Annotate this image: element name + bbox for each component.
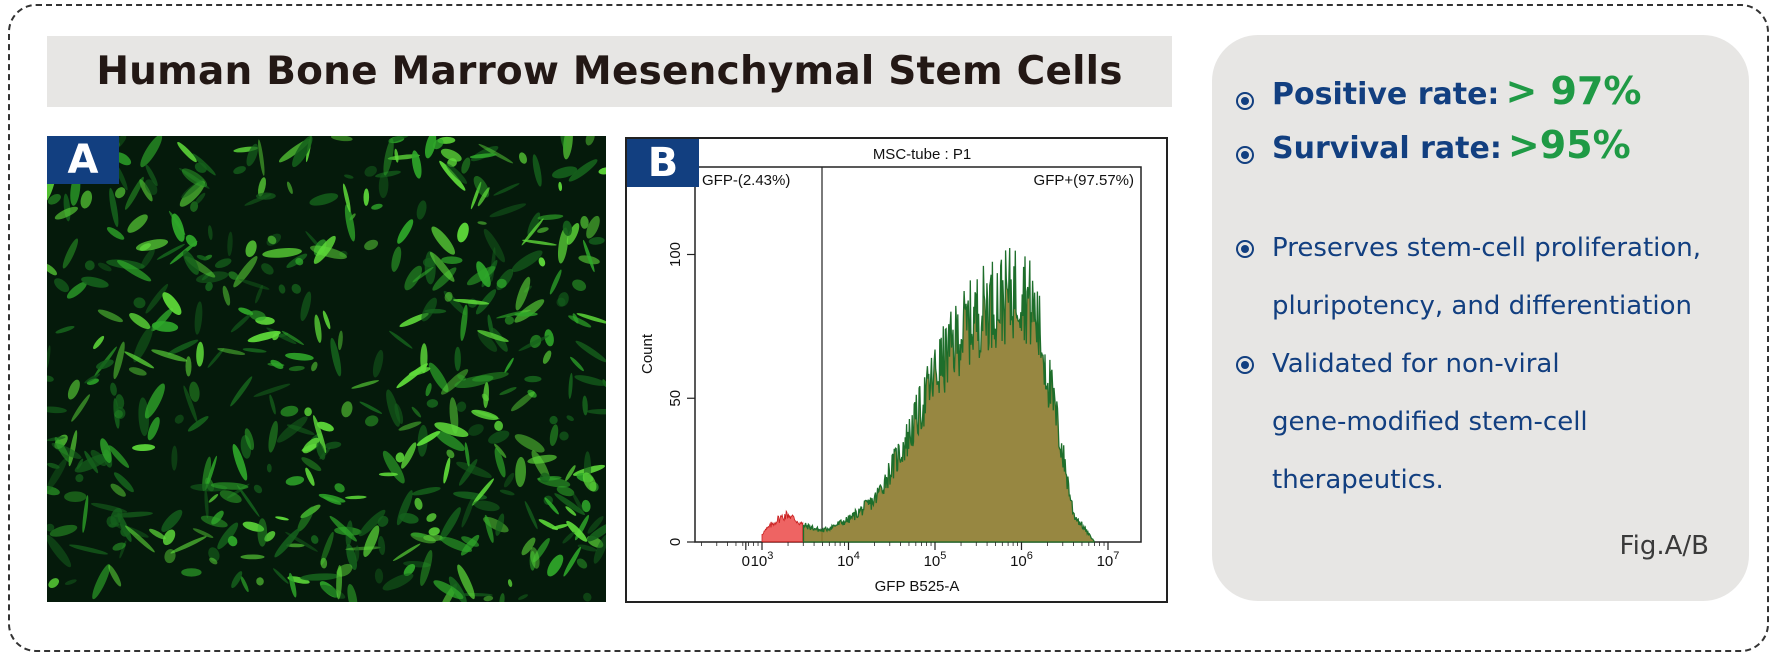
feature-line: Validated for non-viral (1272, 349, 1560, 379)
stat-positive-rate: Positive rate: > 97% (1272, 69, 1641, 113)
x-axis-label: GFP B525-A (875, 578, 960, 595)
x-tick-label: 103 (751, 550, 774, 570)
x-tick-label: 104 (837, 550, 860, 570)
y-tick-label: 50 (667, 390, 684, 407)
feature-line: Preserves stem-cell proliferation, (1272, 233, 1702, 263)
flow-cytometry-histogram: MSC-tube : P1 GFP-(2.43%) GFP+(97.57%) 0… (639, 146, 1142, 595)
bullet-icon (1236, 356, 1254, 374)
title-bar: Human Bone Marrow Mesenchymal Stem Cells (47, 36, 1172, 107)
panel-a-label: A (47, 136, 119, 184)
cell-cluster (47, 136, 606, 602)
bullet-icon (1236, 92, 1254, 110)
outer-dashed-frame (8, 4, 1769, 652)
gate-positive-label: GFP+(97.57%) (1034, 172, 1134, 189)
y-axis-label: Count (639, 333, 656, 374)
histogram-layer (761, 247, 1095, 543)
gfp-positive-area (802, 247, 1095, 543)
stat-value: > 97% (1505, 69, 1642, 113)
plot-title: MSC-tube : P1 (873, 146, 971, 163)
stat-label: Survival rate: (1272, 131, 1502, 166)
feature-line: therapeutics. (1272, 465, 1444, 495)
gate-negative-label: GFP-(2.43%) (702, 172, 790, 189)
stat-value: >95% (1507, 123, 1631, 167)
x-tick-label: 0 (742, 553, 750, 570)
fluorescence-microscopy-image (47, 136, 606, 602)
y-tick-label: 100 (667, 242, 684, 267)
fluorescence-image-panel: A (47, 136, 606, 602)
stat-survival-rate: Survival rate: >95% (1272, 123, 1631, 167)
flow-cytometry-panel: MSC-tube : P1 GFP-(2.43%) GFP+(97.57%) 0… (625, 137, 1168, 603)
feature-line: pluripotency, and differentiation (1272, 291, 1692, 321)
x-tick-label: 106 (1010, 550, 1033, 570)
stat-label: Positive rate: (1272, 77, 1500, 112)
y-tick-label: 0 (667, 538, 684, 546)
x-tick-label: 105 (924, 550, 947, 570)
x-tick-label: 107 (1097, 550, 1120, 570)
panel-b-label: B (627, 139, 699, 187)
page-title: Human Bone Marrow Mesenchymal Stem Cells (96, 49, 1123, 94)
bullet-icon (1236, 240, 1254, 258)
feature-line: gene-modified stem-cell (1272, 407, 1588, 437)
bullet-icon (1236, 146, 1254, 164)
figure-caption: Fig.A/B (1619, 531, 1709, 561)
summary-card: Positive rate: > 97% Survival rate: >95% P… (1212, 35, 1749, 601)
gfp-negative-area (761, 509, 804, 543)
